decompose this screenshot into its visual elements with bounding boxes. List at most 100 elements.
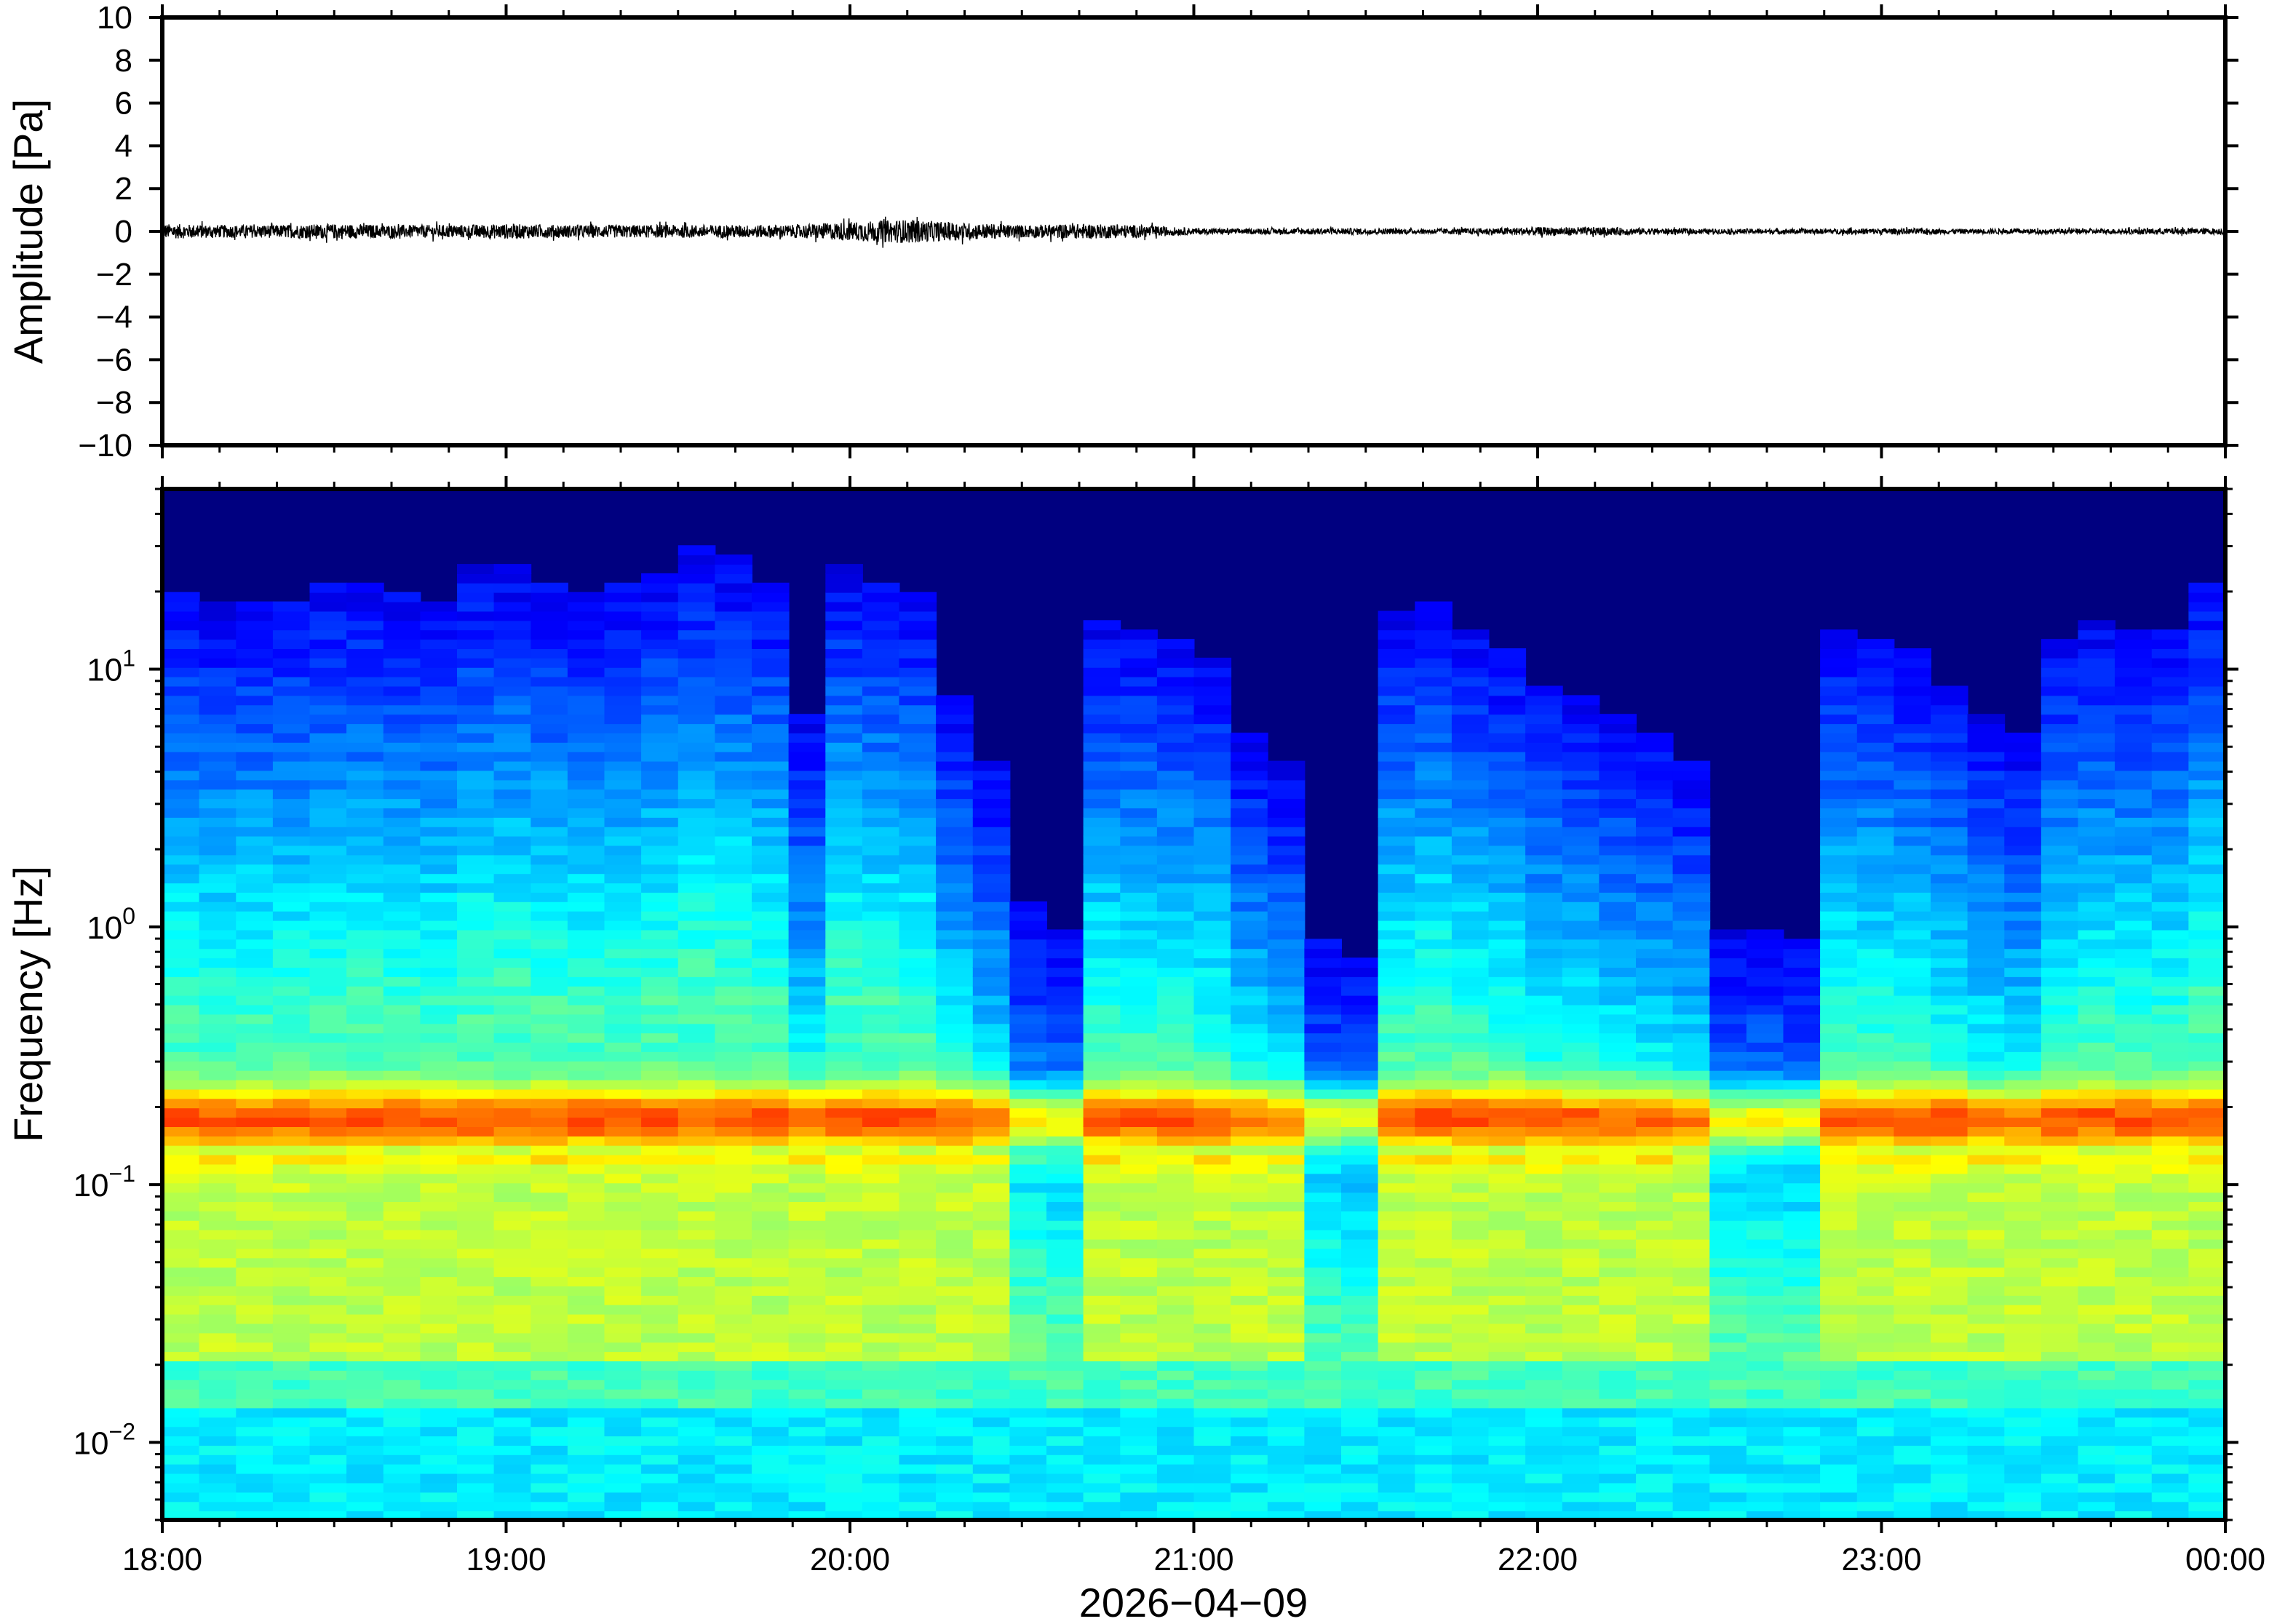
spectrogram-cell	[936, 1388, 974, 1399]
spectrogram-cell	[1451, 1238, 1490, 1249]
spectrogram-cell	[972, 1201, 1011, 1211]
spectrogram-cell	[309, 1482, 348, 1493]
spectrogram-cell	[1009, 1294, 1047, 1305]
spectrogram-cell	[1709, 967, 1747, 977]
spectrogram-cell	[1746, 958, 1784, 968]
spectrogram-cell	[1967, 1388, 2006, 1399]
spectrogram-cell	[1231, 1510, 1268, 1520]
spectrogram-cell	[1746, 1323, 1784, 1334]
spectrogram-cell	[972, 995, 1011, 1006]
spectrogram-cell	[2004, 920, 2042, 931]
spectrogram-cell	[1894, 1210, 1931, 1221]
spectrogram-cell	[1562, 695, 1600, 706]
spectrogram-cell	[604, 976, 643, 987]
spectrogram-cell	[1193, 1454, 1232, 1465]
spectrogram-cell	[1672, 1473, 1711, 1484]
spectrogram-cell	[567, 1501, 605, 1512]
spectrogram-cell	[1562, 1070, 1600, 1080]
spectrogram-cell	[1341, 1257, 1379, 1268]
spectrogram-cell	[752, 1313, 790, 1324]
spectrogram-cell	[825, 1023, 863, 1034]
spectrogram-cell	[420, 601, 458, 612]
spectrogram-cell	[567, 592, 605, 602]
spectrogram-cell	[862, 1454, 900, 1465]
spectrogram-cell	[788, 714, 827, 725]
spectrogram-cell	[162, 1135, 200, 1146]
spectrogram-cell	[1120, 760, 1158, 771]
spectrogram-cell	[346, 835, 384, 846]
spectrogram-cell	[862, 826, 900, 837]
spectrogram-cell	[715, 704, 752, 715]
spectrogram-cell	[272, 1482, 311, 1493]
spectrogram-cell	[272, 1088, 311, 1099]
spectrogram-cell	[972, 958, 1011, 968]
spectrogram-cell	[2078, 1154, 2116, 1165]
spectrogram-cell	[1636, 751, 1674, 762]
spectrogram-cell	[383, 648, 421, 658]
spectrogram-cell	[1562, 873, 1600, 884]
spectrogram-cell	[2040, 891, 2079, 902]
spectrogram-cell	[493, 1276, 532, 1286]
spectrogram-cell	[272, 1173, 311, 1184]
spectrogram-cell	[2040, 723, 2079, 733]
spectrogram-cell	[1894, 1079, 1931, 1090]
spectrogram-cell	[1267, 985, 1306, 996]
spectrogram-cell	[531, 1436, 568, 1446]
spectrogram-cell	[420, 901, 458, 912]
spectrogram-cell	[1709, 1501, 1747, 1512]
spectrogram-cell	[1856, 741, 1895, 752]
spectrogram-cell	[493, 601, 532, 612]
spectrogram-cell	[1120, 826, 1158, 837]
spectrogram-cell	[1415, 1417, 1453, 1428]
spectrogram-cell	[936, 1238, 974, 1249]
spectrogram-cell	[1525, 723, 1563, 733]
spectrogram-cell	[1378, 685, 1416, 696]
spectrogram-cell	[2004, 1482, 2042, 1493]
spectrogram-cell	[1267, 1361, 1306, 1371]
spectrogram-cell	[531, 891, 568, 902]
spectrogram-cell	[309, 1117, 348, 1127]
spectrogram-cell	[1193, 901, 1232, 912]
spectrogram-cell	[715, 1286, 752, 1296]
spectrogram-cell	[1967, 1004, 2006, 1015]
spectrogram-cell	[1672, 1257, 1711, 1268]
spectrogram-cell	[199, 1267, 237, 1278]
spectrogram-cell	[567, 695, 605, 706]
spectrogram-cell	[272, 1436, 311, 1446]
spectrogram-cell	[493, 1463, 532, 1474]
spectrogram-cell	[346, 760, 384, 771]
spectrogram-cell	[1525, 1436, 1563, 1446]
spectrogram-cell	[825, 1369, 863, 1380]
spectrogram-cell	[604, 1417, 643, 1428]
spectrogram-cell	[1378, 1342, 1416, 1353]
spectrogram-cell	[641, 648, 679, 658]
spectrogram-cell	[236, 1163, 274, 1174]
spectrogram-cell	[788, 901, 827, 912]
spectrogram-cell	[1267, 1117, 1306, 1127]
spectrogram-cell	[752, 1286, 790, 1296]
spectrogram-cell	[1820, 1454, 1858, 1465]
spectrogram-cell	[383, 864, 421, 875]
spectrogram-cell	[493, 1294, 532, 1305]
spectrogram-cell	[1783, 1361, 1821, 1371]
spectrogram-cell	[2004, 1070, 2042, 1080]
spectrogram-cell	[1488, 920, 1527, 931]
spectrogram-cell	[1967, 1444, 2006, 1455]
spectrogram-cell	[1525, 1079, 1563, 1090]
spectrogram-cell	[420, 816, 458, 827]
spectrogram-cell	[1820, 1163, 1858, 1174]
spectrogram-cell	[1709, 1313, 1747, 1324]
spectrogram-cell	[752, 629, 790, 640]
spectrogram-cell	[788, 1444, 827, 1455]
spectrogram-cell	[1231, 1079, 1268, 1090]
spectrogram-cell	[531, 1004, 568, 1015]
spectrogram-cell	[936, 1407, 974, 1418]
spectrogram-cell	[899, 798, 937, 808]
spectrogram-cell	[1378, 901, 1416, 912]
spectrogram-cell	[1193, 1426, 1232, 1437]
spectrogram-cell	[1231, 1060, 1268, 1071]
spectrogram-cell	[1415, 1004, 1453, 1015]
spectrogram-cell	[1636, 1135, 1674, 1146]
spectrogram-cell	[567, 779, 605, 790]
spectrogram-cell	[899, 1379, 937, 1390]
